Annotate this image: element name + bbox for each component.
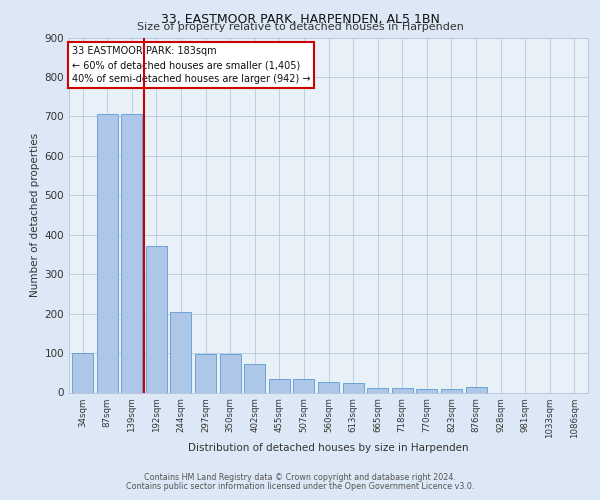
Bar: [146, 246, 167, 392]
Text: Size of property relative to detached houses in Harpenden: Size of property relative to detached ho…: [137, 22, 463, 32]
Bar: [318, 382, 339, 392]
Bar: [97, 114, 118, 392]
Y-axis label: Number of detached properties: Number of detached properties: [31, 133, 40, 297]
Bar: [195, 354, 216, 393]
Bar: [367, 388, 388, 392]
Bar: [466, 388, 487, 392]
Text: Contains public sector information licensed under the Open Government Licence v3: Contains public sector information licen…: [126, 482, 474, 491]
Text: Contains HM Land Registry data © Crown copyright and database right 2024.: Contains HM Land Registry data © Crown c…: [144, 472, 456, 482]
Bar: [269, 378, 290, 392]
Bar: [121, 114, 142, 392]
Bar: [441, 388, 462, 392]
Bar: [416, 388, 437, 392]
Bar: [392, 388, 413, 392]
Bar: [244, 364, 265, 392]
Bar: [293, 378, 314, 392]
Bar: [170, 312, 191, 392]
Text: 33, EASTMOOR PARK, HARPENDEN, AL5 1BN: 33, EASTMOOR PARK, HARPENDEN, AL5 1BN: [161, 12, 439, 26]
X-axis label: Distribution of detached houses by size in Harpenden: Distribution of detached houses by size …: [188, 444, 469, 454]
Bar: [343, 382, 364, 392]
Text: 33 EASTMOOR PARK: 183sqm
← 60% of detached houses are smaller (1,405)
40% of sem: 33 EASTMOOR PARK: 183sqm ← 60% of detach…: [71, 46, 310, 84]
Bar: [220, 354, 241, 393]
Bar: [72, 353, 93, 393]
